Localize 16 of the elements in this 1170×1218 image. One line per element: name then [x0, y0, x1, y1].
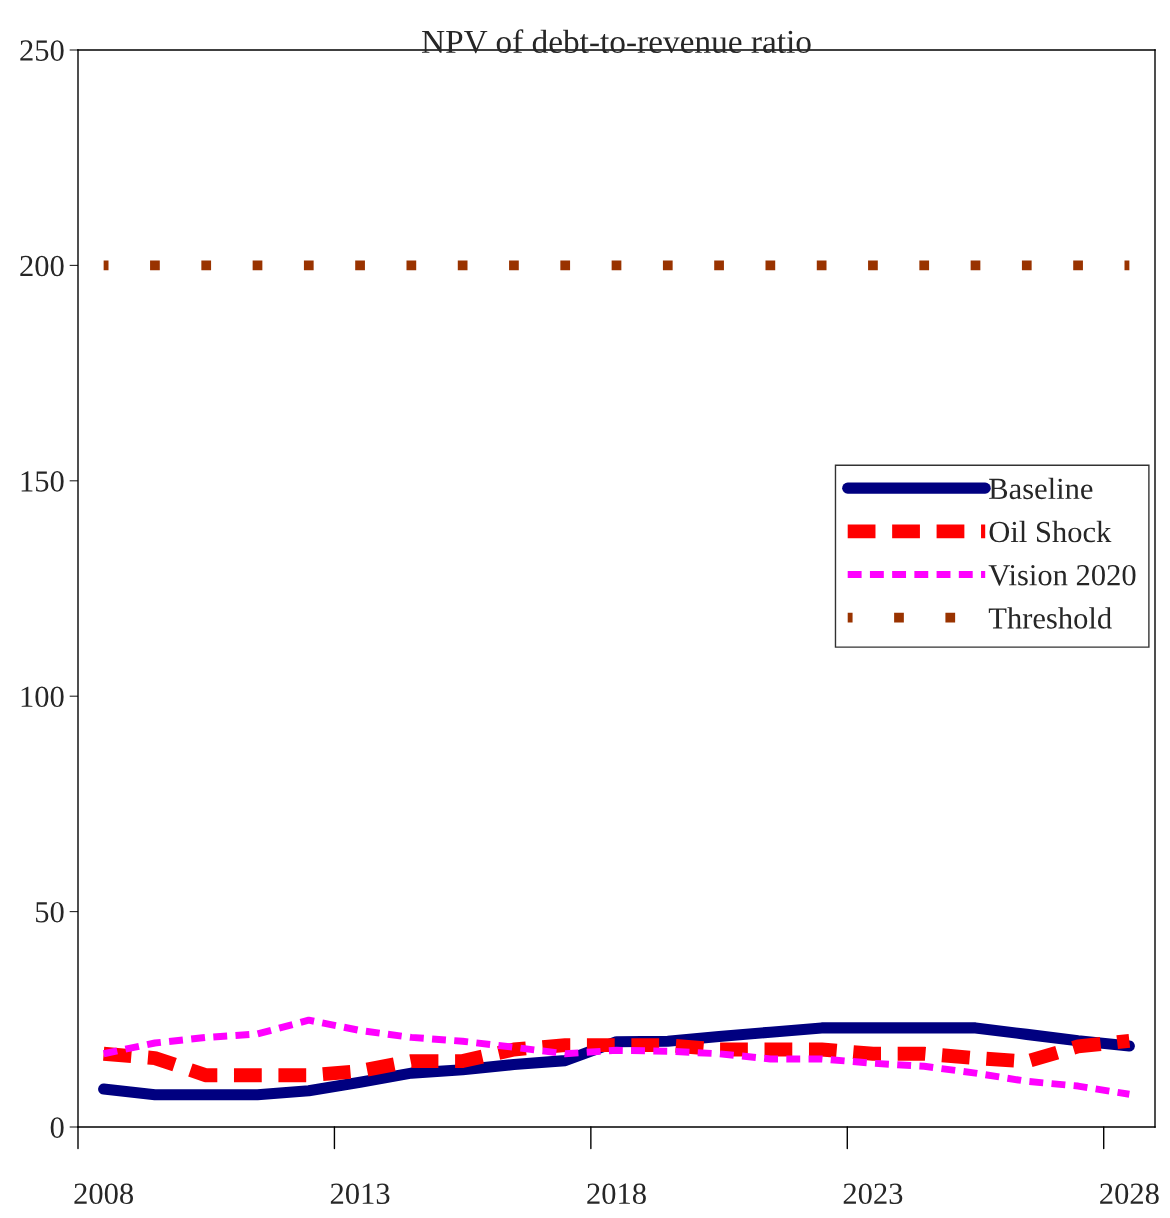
legend-label: Baseline	[989, 477, 1093, 500]
x-tick-label: 2018	[587, 1183, 646, 1205]
legend-label: Oil Shock	[989, 520, 1112, 543]
x-tick-label: 2028	[1100, 1183, 1159, 1205]
y-tick-label: 250	[20, 40, 64, 61]
y-tick-label: 200	[20, 255, 64, 277]
legend-label: Threshold	[988, 607, 1112, 629]
x-tick-label: 2013	[330, 1183, 390, 1205]
legend-label: Vision 2020	[988, 564, 1136, 586]
x-tick-label: 2008	[74, 1183, 134, 1205]
chart-title: NPV of debt-to-revenue ratio	[421, 29, 811, 54]
y-tick-label: 150	[21, 471, 64, 492]
y-tick-label: 0	[50, 1117, 64, 1138]
y-tick-label: 100	[21, 686, 64, 708]
y-tick-label: 50	[36, 901, 64, 923]
x-tick-label: 2023	[843, 1183, 903, 1205]
